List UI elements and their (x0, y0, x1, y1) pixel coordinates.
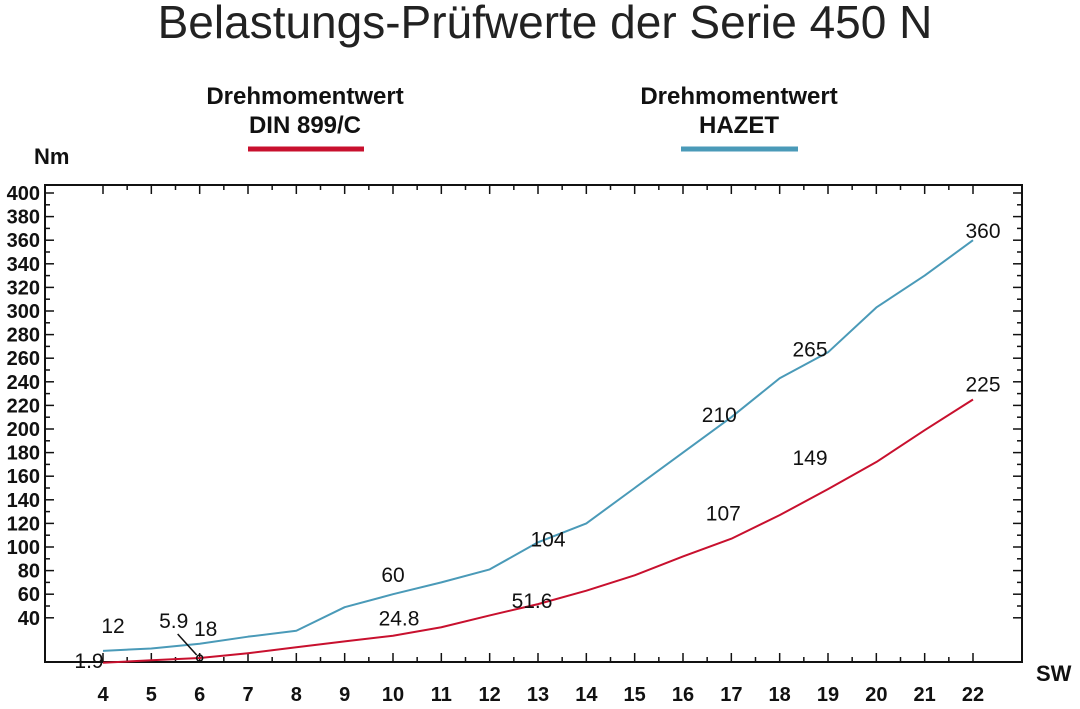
data-label: 225 (965, 374, 1000, 397)
x-tick-label: 14 (575, 684, 598, 706)
y-tick-label: 160 (7, 466, 40, 488)
x-tick-label: 7 (242, 684, 253, 706)
x-tick-label: 5 (146, 684, 157, 706)
x-tick-label: 22 (962, 684, 984, 706)
data-label: 360 (965, 220, 1000, 243)
minor-ticks (45, 185, 1022, 662)
x-tick-label: 12 (479, 684, 501, 706)
y-axis-label: Nm (34, 144, 69, 169)
legend: Drehmomentwert DIN 899/C Drehmomentwert … (206, 83, 838, 152)
x-tick-label: 6 (194, 684, 205, 706)
y-tick-label: 360 (7, 230, 40, 252)
y-tick-label: 320 (7, 277, 40, 299)
y-tick-label: 200 (7, 419, 40, 441)
data-label: 5.9 (159, 610, 188, 633)
y-tick-label: 80 (18, 561, 40, 583)
data-label: 149 (792, 447, 827, 470)
x-tick-label: 21 (914, 684, 936, 706)
x-tick-label: 13 (527, 684, 549, 706)
y-tick-label: 220 (7, 395, 40, 417)
y-tick-label: 300 (7, 301, 40, 323)
series-line-hazet (102, 239, 974, 652)
legend-label-hazet-line2: HAZET (699, 112, 779, 139)
data-label: 104 (530, 528, 565, 551)
x-axis-label: SW (1036, 661, 1072, 686)
y-tick-label: 260 (7, 348, 40, 370)
legend-label-din-line1: Drehmomentwert (206, 83, 403, 110)
x-tick-label: 20 (865, 684, 887, 706)
data-label: 210 (702, 404, 737, 427)
y-tick-label: 40 (18, 608, 40, 630)
legend-label-hazet-line1: Drehmomentwert (640, 83, 837, 110)
y-tick-label: 380 (7, 207, 40, 229)
data-label: 51.6 (512, 590, 553, 613)
x-axis-ticks: 4 5 6 7 8 9 10 11 12 13 14 15 16 17 18 19 20 21 22 (97, 684, 984, 706)
y-tick-label: 100 (7, 537, 40, 559)
series-layer (102, 239, 974, 664)
data-label: 60 (381, 564, 404, 587)
leader-line (177, 633, 198, 656)
x-tick-label: 18 (769, 684, 791, 706)
chart-title: Belastungs-Prüfwerte der Serie 450 N (158, 0, 933, 48)
series-line-din (102, 398, 974, 664)
data-label: 12 (101, 615, 124, 638)
legend-label-din-line2: DIN 899/C (249, 112, 361, 139)
y-tick-label: 140 (7, 490, 40, 512)
plot-frame (44, 184, 1023, 663)
x-tick-label: 16 (672, 684, 694, 706)
x-tick-label: 10 (382, 684, 404, 706)
x-tick-label: 4 (97, 684, 109, 706)
y-tick-label: 180 (7, 443, 40, 465)
x-tick-label: 8 (291, 684, 302, 706)
y-tick-label: 280 (7, 325, 40, 347)
y-tick-label: 60 (18, 584, 40, 606)
data-labels: 1.9 12 5.9 18 60 24.8 104 51.6 210 107 265 149 360 22… (74, 220, 1000, 673)
y-tick-label: 400 (7, 183, 40, 205)
data-point-marker (195, 654, 204, 662)
y-tick-label: 120 (7, 513, 40, 535)
x-tick-label: 11 (431, 684, 452, 706)
x-tick-label: 19 (817, 684, 839, 706)
data-label: 18 (194, 618, 217, 641)
data-label: 24.8 (379, 608, 420, 631)
data-label: 265 (792, 338, 827, 361)
x-tick-label: 15 (624, 684, 646, 706)
y-axis-ticks: 4060801001201401601802002202402602803003… (7, 183, 40, 630)
data-label: 1.9 (74, 650, 103, 673)
y-tick-label: 240 (7, 372, 40, 394)
x-tick-label: 17 (720, 684, 742, 706)
y-tick-label: 340 (7, 254, 40, 276)
data-label: 107 (706, 503, 741, 526)
x-tick-label: 9 (339, 684, 350, 706)
